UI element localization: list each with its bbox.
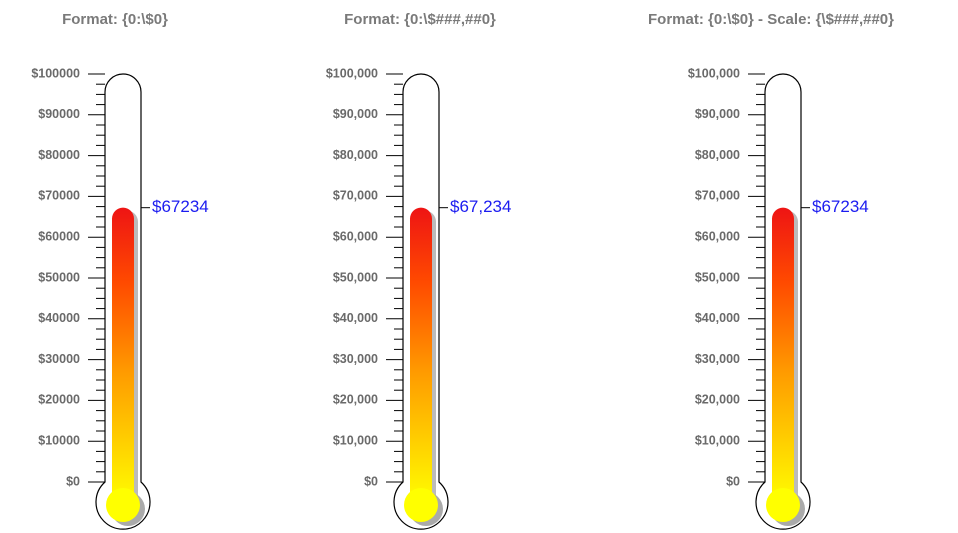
value-label: $67234 bbox=[812, 197, 869, 216]
tick-label: $90000 bbox=[38, 107, 80, 121]
tick-label: $90,000 bbox=[333, 107, 378, 121]
tick-label: $90,000 bbox=[695, 107, 740, 121]
tick-label: $70,000 bbox=[333, 189, 378, 203]
tick-label: $30,000 bbox=[695, 352, 740, 366]
gauge-title: Format: {0:\$0} bbox=[62, 11, 168, 28]
gauge-title: Format: {0:\$0} - Scale: {\$###,##0} bbox=[648, 11, 894, 28]
tick-label: $60,000 bbox=[695, 229, 740, 243]
mercury bbox=[410, 207, 432, 505]
tick-label: $70000 bbox=[38, 189, 80, 203]
tick-label: $0 bbox=[66, 474, 80, 488]
tick-label: $100,000 bbox=[688, 66, 740, 80]
tick-label: $10000 bbox=[38, 433, 80, 447]
tick-label: $60000 bbox=[38, 229, 80, 243]
tick-label: $30000 bbox=[38, 352, 80, 366]
tick-label: $10,000 bbox=[695, 433, 740, 447]
tick-label: $50000 bbox=[38, 270, 80, 284]
value-label: $67,234 bbox=[450, 197, 511, 216]
tick-label: $20,000 bbox=[333, 393, 378, 407]
tick-label: $40,000 bbox=[695, 311, 740, 325]
tick-label: $20,000 bbox=[695, 393, 740, 407]
mercury bbox=[112, 207, 134, 505]
bulb bbox=[766, 488, 800, 522]
tick-label: $40000 bbox=[38, 311, 80, 325]
tick-label: $80000 bbox=[38, 148, 80, 162]
value-label: $67234 bbox=[152, 197, 209, 216]
bulb bbox=[106, 488, 140, 522]
tick-label: $70,000 bbox=[695, 189, 740, 203]
tick-label: $80,000 bbox=[333, 148, 378, 162]
tick-label: $60,000 bbox=[333, 229, 378, 243]
tick-label: $100000 bbox=[31, 66, 80, 80]
tick-label: $0 bbox=[726, 474, 740, 488]
tick-label: $50,000 bbox=[333, 270, 378, 284]
tick-label: $100,000 bbox=[326, 66, 378, 80]
tick-label: $40,000 bbox=[333, 311, 378, 325]
bulb bbox=[404, 488, 438, 522]
gauge-title: Format: {0:\$###,##0} bbox=[344, 11, 496, 28]
tick-label: $80,000 bbox=[695, 148, 740, 162]
tick-label: $10,000 bbox=[333, 433, 378, 447]
tick-label: $20000 bbox=[38, 393, 80, 407]
tick-label: $50,000 bbox=[695, 270, 740, 284]
tick-label: $0 bbox=[364, 474, 378, 488]
mercury bbox=[772, 207, 794, 505]
tick-label: $30,000 bbox=[333, 352, 378, 366]
